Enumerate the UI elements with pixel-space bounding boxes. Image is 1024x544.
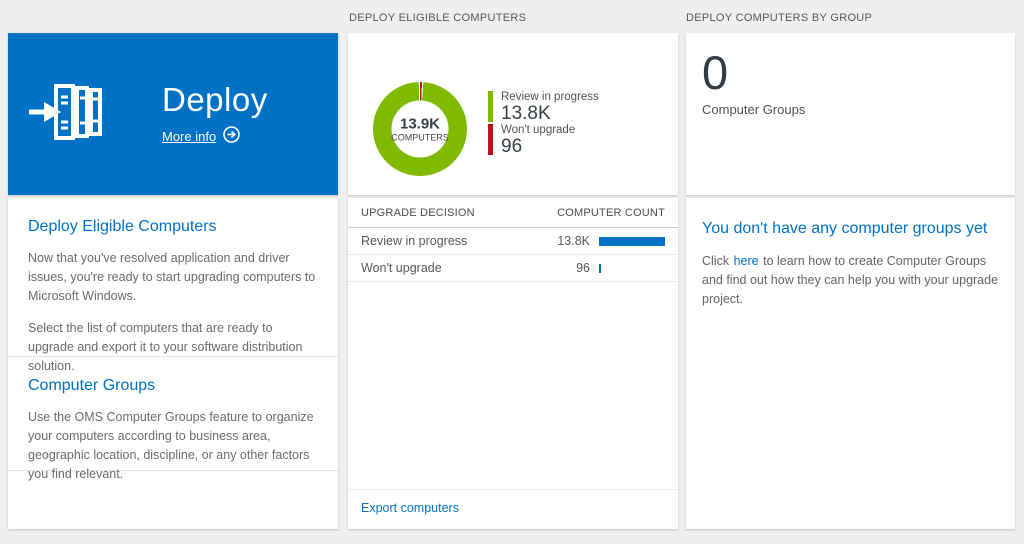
donut-center: 13.9K COMPUTERS — [391, 100, 449, 158]
tile-title: Deploy — [162, 81, 268, 118]
no-groups-card: You don't have any computer groups yet C… — [686, 198, 1015, 529]
text-after-link: to learn how to create Computer Groups a… — [702, 254, 999, 306]
row-count: 13.8K — [557, 234, 590, 248]
right-column-header: DEPLOY COMPUTERS BY GROUP — [686, 12, 873, 24]
section-paragraph: Now that you've resolved application and… — [28, 251, 316, 303]
legend-value: 96 — [501, 136, 523, 157]
computer-groups-count-card: 0 Computer Groups — [686, 33, 1015, 195]
group-count-value: 0 — [702, 46, 729, 99]
legend-item-wont-upgrade[interactable]: Won't upgrade 96 — [488, 124, 599, 156]
no-groups-text: Click here to learn how to create Comput… — [702, 252, 1004, 309]
eligible-computers-chart-card: 13.9K COMPUTERS Review in progress 13.8K… — [348, 33, 678, 195]
section-paragraph: Use the OMS Computer Groups feature to o… — [28, 410, 314, 481]
section-heading: Deploy Eligible Computers — [28, 218, 217, 235]
upgrade-decision-table-card: UPGRADE DECISION COMPUTER COUNT Review i… — [348, 198, 678, 529]
table-row[interactable]: Review in progress 13.8K — [348, 228, 678, 255]
group-count-label: Computer Groups — [702, 102, 806, 117]
row-decision: Won't upgrade — [361, 261, 442, 275]
legend-name: Review in progress — [501, 91, 599, 103]
table-row[interactable]: Won't upgrade 96 — [348, 255, 678, 282]
middle-column-header: DEPLOY ELIGIBLE COMPUTERS — [349, 12, 527, 24]
chart-legend: Review in progress 13.8K Won't upgrade 9… — [488, 91, 599, 157]
section-computer-groups: Computer Groups Use the OMS Computer Gro… — [8, 357, 338, 481]
arrow-circle-icon[interactable] — [223, 126, 241, 146]
legend-swatch-red — [488, 124, 493, 155]
section-deploy-eligible-computers: Deploy Eligible Computers Now that you'v… — [8, 198, 338, 373]
row-count: 96 — [576, 261, 590, 275]
donut-total-value: 13.9K — [399, 115, 441, 132]
legend-swatch-green — [488, 91, 493, 122]
export-computers-link[interactable]: Export computers — [361, 501, 459, 515]
no-groups-heading: You don't have any computer groups yet — [702, 220, 988, 237]
deploy-tile: Deploy More info — [8, 33, 338, 195]
donut-total-label: COMPUTERS — [391, 132, 449, 142]
section-heading: Computer Groups — [28, 377, 156, 394]
here-link[interactable]: here — [733, 254, 759, 268]
legend-item-review-in-progress[interactable]: Review in progress 13.8K — [488, 91, 599, 123]
donut-chart[interactable]: 13.9K COMPUTERS — [373, 82, 467, 176]
more-info-label[interactable]: More info — [162, 128, 217, 144]
row-decision: Review in progress — [361, 234, 468, 248]
table-empty-space — [348, 282, 678, 489]
legend-value: 13.8K — [501, 103, 551, 124]
more-info-link[interactable]: More info — [162, 126, 268, 146]
legend-name: Won't upgrade — [501, 124, 576, 136]
count-bar — [599, 263, 601, 273]
col-header-upgrade-decision: UPGRADE DECISION — [361, 206, 475, 219]
section-paragraph: Select the list of computers that are re… — [28, 321, 303, 373]
table-footer: Export computers — [348, 489, 678, 529]
col-header-computer-count: COMPUTER COUNT — [557, 206, 665, 219]
count-bar — [599, 236, 665, 246]
table-header-row: UPGRADE DECISION COMPUTER COUNT — [348, 198, 678, 228]
section-empty — [8, 471, 338, 529]
text-before-link: Click — [702, 254, 730, 268]
deploy-icon — [28, 81, 102, 148]
deploy-description-panel: Deploy Eligible Computers Now that you'v… — [8, 198, 338, 529]
